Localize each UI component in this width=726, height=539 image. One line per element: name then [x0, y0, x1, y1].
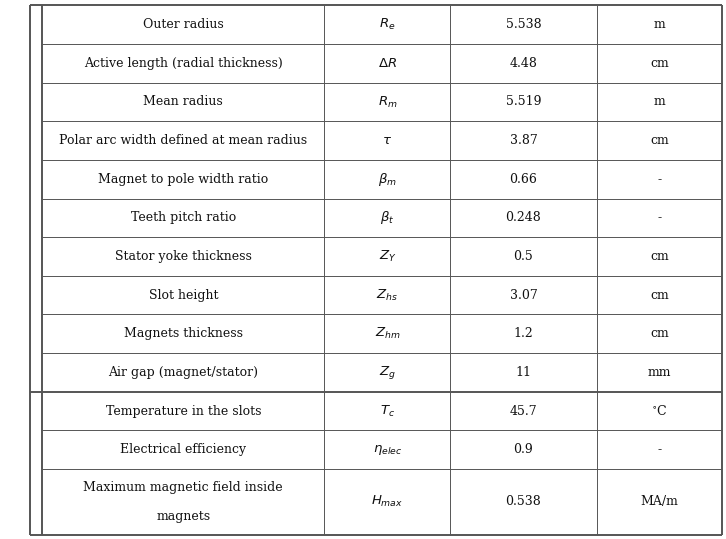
Text: $R_m$: $R_m$	[378, 94, 397, 109]
Text: cm: cm	[650, 289, 669, 302]
Text: magnets: magnets	[156, 510, 211, 523]
Text: Magnets thickness: Magnets thickness	[123, 327, 242, 340]
Text: 3.87: 3.87	[510, 134, 537, 147]
Text: Maximum magnetic field inside: Maximum magnetic field inside	[83, 481, 283, 494]
Text: Outer radius: Outer radius	[143, 18, 224, 31]
Text: 5.538: 5.538	[505, 18, 541, 31]
Text: cm: cm	[650, 57, 669, 70]
Text: $Z_Y$: $Z_Y$	[378, 249, 396, 264]
Text: 0.66: 0.66	[510, 172, 537, 186]
Text: Magnet to pole width ratio: Magnet to pole width ratio	[98, 172, 269, 186]
Text: 45.7: 45.7	[510, 405, 537, 418]
Text: MA/m: MA/m	[640, 495, 678, 508]
Text: cm: cm	[650, 250, 669, 263]
Text: Temperature in the slots: Temperature in the slots	[105, 405, 261, 418]
Text: $\tau$: $\tau$	[383, 134, 392, 147]
Text: $Z_{hs}$: $Z_{hs}$	[376, 288, 399, 303]
Text: 0.538: 0.538	[505, 495, 542, 508]
Text: m: m	[653, 18, 665, 31]
Text: $\Delta R$: $\Delta R$	[378, 57, 397, 70]
Text: Air gap (magnet/stator): Air gap (magnet/stator)	[108, 366, 258, 379]
Text: Mean radius: Mean radius	[144, 95, 223, 108]
Text: 0.248: 0.248	[505, 211, 542, 224]
Text: 11: 11	[515, 366, 531, 379]
Text: Polar arc width defined at mean radius: Polar arc width defined at mean radius	[60, 134, 307, 147]
Text: -: -	[657, 211, 661, 224]
Text: $T_c$: $T_c$	[380, 404, 395, 419]
Text: $H_{max}$: $H_{max}$	[371, 494, 404, 509]
Text: $\beta_m$: $\beta_m$	[378, 171, 397, 188]
Text: 0.5: 0.5	[513, 250, 534, 263]
Text: -: -	[657, 172, 661, 186]
Text: mm: mm	[648, 366, 672, 379]
Text: $Z_g$: $Z_g$	[379, 364, 396, 381]
Text: m: m	[653, 95, 665, 108]
Text: 5.519: 5.519	[505, 95, 541, 108]
Text: $R_e$: $R_e$	[379, 17, 396, 32]
Text: Stator yoke thickness: Stator yoke thickness	[115, 250, 252, 263]
Text: -: -	[657, 443, 661, 456]
Text: cm: cm	[650, 134, 669, 147]
Text: $\eta_{elec}$: $\eta_{elec}$	[372, 443, 402, 457]
Text: 1.2: 1.2	[513, 327, 534, 340]
Text: $Z_{hm}$: $Z_{hm}$	[375, 326, 400, 341]
Text: $^{\circ}$C: $^{\circ}$C	[651, 404, 668, 418]
Text: Electrical efficiency: Electrical efficiency	[121, 443, 246, 456]
Text: Slot height: Slot height	[149, 289, 218, 302]
Text: cm: cm	[650, 327, 669, 340]
Text: 0.9: 0.9	[513, 443, 534, 456]
Text: Teeth pitch ratio: Teeth pitch ratio	[131, 211, 236, 224]
Text: $\beta_t$: $\beta_t$	[380, 209, 394, 226]
Text: Active length (radial thickness): Active length (radial thickness)	[84, 57, 282, 70]
Text: 3.07: 3.07	[510, 289, 537, 302]
Text: 4.48: 4.48	[510, 57, 537, 70]
